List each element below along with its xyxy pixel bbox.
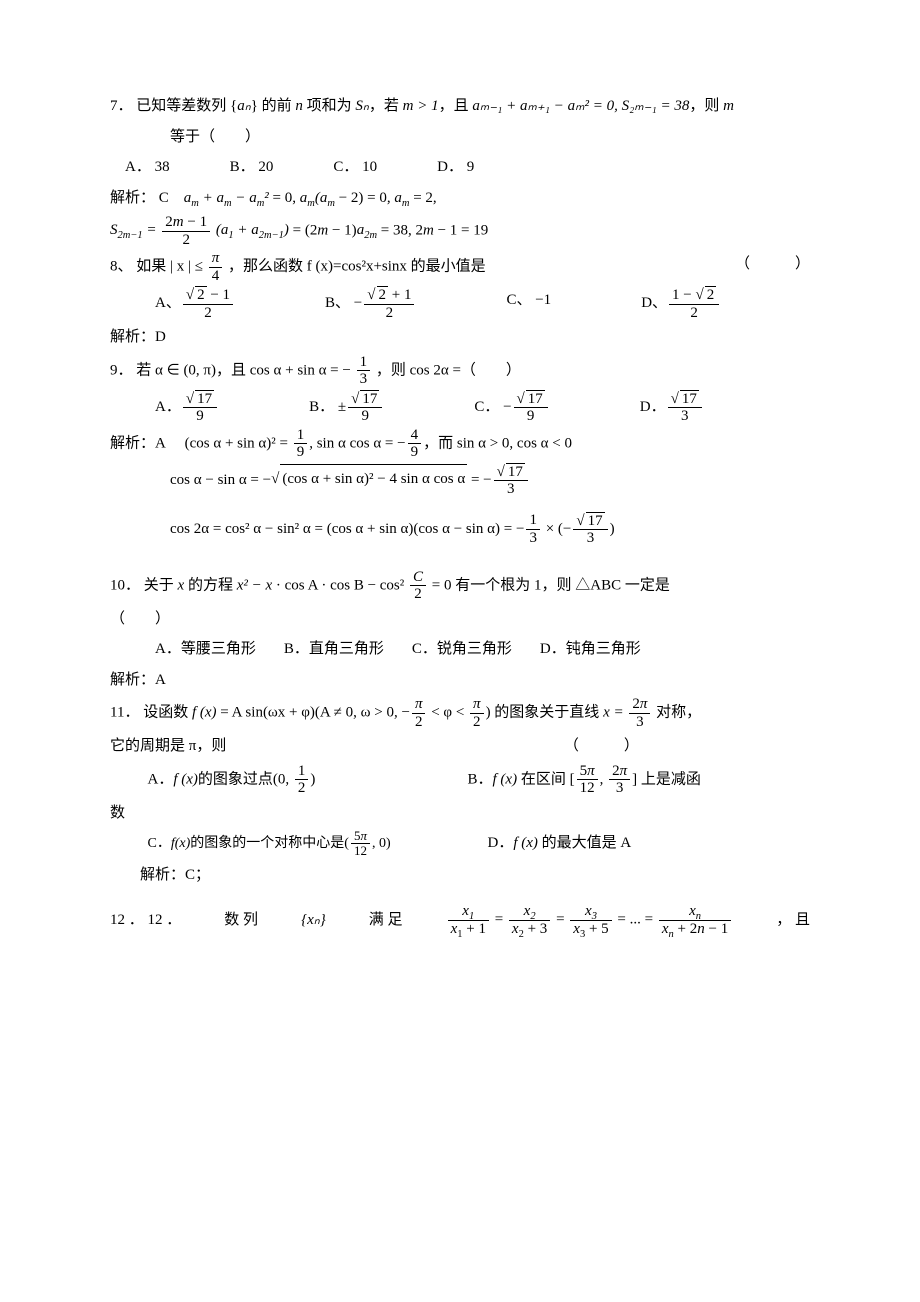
q11-stem: 11． 设函数 f (x) = A sin(ωx + φ)(A ≠ 0, ω >… <box>110 696 810 730</box>
q8-opt-d: D、1 − 22 <box>641 286 721 321</box>
q11-num: 11． <box>110 704 139 720</box>
q7-options: A． 38 B． 20 C． 10 D． 9 <box>110 153 810 182</box>
q7-stem: 7． 已知等差数列 {aₙ} 的前 n 项和为 Sₙ，若 m > 1，且 aₘ₋… <box>110 92 810 121</box>
q7-opt-a: A． 38 <box>125 153 170 182</box>
q7-opt-c: C． 10 <box>333 153 377 182</box>
q7-tail: 等于（ ） <box>110 123 810 152</box>
q7-num: 7． <box>110 98 133 114</box>
q11-b-tail: 数 <box>110 799 810 828</box>
q8-stem: 8、 如果 | x | ≤ π4 ，那么函数 f (x)=cos²x+sinx … <box>110 250 810 284</box>
q9-opt-c: C． −179 <box>474 390 549 425</box>
q7-opt-b: B． 20 <box>230 153 274 182</box>
q11-opt-b: B．f (x) 在区间 [5π12, 2π3] 上是减函 <box>468 763 701 797</box>
q10-num: 10． <box>110 577 140 593</box>
q10-opt-b: B．直角三角形 <box>284 635 384 664</box>
q9-opt-a: A．179 <box>155 390 219 425</box>
q9-options: A．179 B． ±179 C． −179 D．173 <box>110 390 810 425</box>
q9-sol-1: 解析：A (cos α + sin α)² = 19, sin α cos α … <box>110 427 810 461</box>
q9-opt-b: B． ±179 <box>309 390 384 425</box>
q10-opt-d: D．钝角三角形 <box>540 635 641 664</box>
q7-opt-d: D． 9 <box>437 153 474 182</box>
q8-num: 8、 <box>110 258 133 274</box>
q9-stem: 9． 若 α ∈ (0, π)，且 cos α + sin α = − 13 ，… <box>110 354 810 388</box>
q9-sol-2: cos α − sin α = −(cos α + sin α)² − 4 si… <box>110 463 810 498</box>
q12-stem: 12 ． 12 ． 数 列 {xₙ} 满 足 x1x1 + 1 = x2x2 +… <box>110 903 810 937</box>
q12-eq: x1x1 + 1 = x2x2 + 3 = x3x3 + 5 = ... = x… <box>446 903 734 937</box>
q11-opt-a: A．f (x)的图象过点(0, 12) <box>148 763 468 797</box>
q7-sol-1: 解析： C am + am − am² = 0, am(am − 2) = 0,… <box>110 184 810 213</box>
q11-opts-cd: C．f(x)的图象的一个对称中心是(5π12, 0) D．f (x) 的最大值是… <box>110 829 810 859</box>
q10-opt-c: C．锐角三角形 <box>412 635 512 664</box>
q7-sol-2: S2m−1 = 2m − 12 (a1 + a2m−1) = (2m − 1)a… <box>110 214 810 248</box>
q9-opt-d: D．173 <box>640 390 704 425</box>
q8-opt-c: C、 −1 <box>506 286 551 321</box>
q10-opt-a: A．等腰三角形 <box>155 635 256 664</box>
q11-sol: 解析：C； <box>110 861 810 890</box>
q10-stem: 10． 关于 x 的方程 x² − x · cos A · cos B − co… <box>110 569 810 603</box>
q11-opts-ab: A．f (x)的图象过点(0, 12) B．f (x) 在区间 [5π12, 2… <box>110 763 810 797</box>
q10-paren: （ ） <box>110 605 810 634</box>
q9-num: 9． <box>110 362 133 378</box>
q12-num: 12 ． 12 ． <box>110 906 181 935</box>
q10-sol: 解析：A <box>110 666 810 695</box>
q8-options: A、2 − 12 B、 −2 + 12 C、 −1 D、1 − 22 <box>110 286 810 321</box>
q11-line2: 它的周期是 π，则 （ ） <box>110 732 810 761</box>
q9-sol-3: cos 2α = cos² α − sin² α = (cos α + sin … <box>110 512 810 547</box>
q11-opt-d: D．f (x) 的最大值是 A <box>488 829 632 859</box>
q10-options: A．等腰三角形 B．直角三角形 C．锐角三角形 D．钝角三角形 <box>110 635 810 664</box>
q8-sol: 解析：D <box>110 323 810 352</box>
q8-opt-a: A、2 − 12 <box>155 286 235 321</box>
q8-opt-b: B、 −2 + 12 <box>325 286 416 321</box>
q11-opt-c: C．f(x)的图象的一个对称中心是(5π12, 0) <box>148 829 488 859</box>
